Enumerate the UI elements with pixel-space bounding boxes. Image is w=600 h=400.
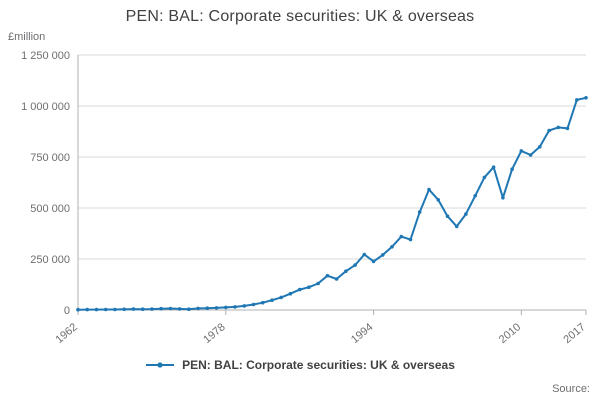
source-label: Source: xyxy=(552,383,590,395)
svg-text:750 000: 750 000 xyxy=(30,152,70,164)
legend-label: PEN: BAL: Corporate securities: UK & ove… xyxy=(182,358,455,372)
svg-text:1 000 000: 1 000 000 xyxy=(21,101,70,113)
svg-text:1978: 1978 xyxy=(201,321,227,346)
svg-text:1994: 1994 xyxy=(349,321,375,346)
svg-text:250 000: 250 000 xyxy=(30,254,70,266)
svg-text:500 000: 500 000 xyxy=(30,203,70,215)
svg-text:2010: 2010 xyxy=(497,321,523,346)
svg-text:1 250 000: 1 250 000 xyxy=(21,50,70,62)
svg-text:0: 0 xyxy=(64,305,70,317)
svg-text:2017: 2017 xyxy=(561,321,587,346)
chart-title: PEN: BAL: Corporate securities: UK & ove… xyxy=(125,8,475,25)
y-axis-unit-label: £million xyxy=(8,31,46,43)
legend-line-marker-icon xyxy=(146,362,175,368)
legend: PEN: BAL: Corporate securities: UK & ove… xyxy=(0,358,600,372)
line-chart-svg: 0 250 000 500 000 750 000 1 000 000 1 250 000… xyxy=(21,50,588,346)
svg-text:1962: 1962 xyxy=(53,321,79,346)
